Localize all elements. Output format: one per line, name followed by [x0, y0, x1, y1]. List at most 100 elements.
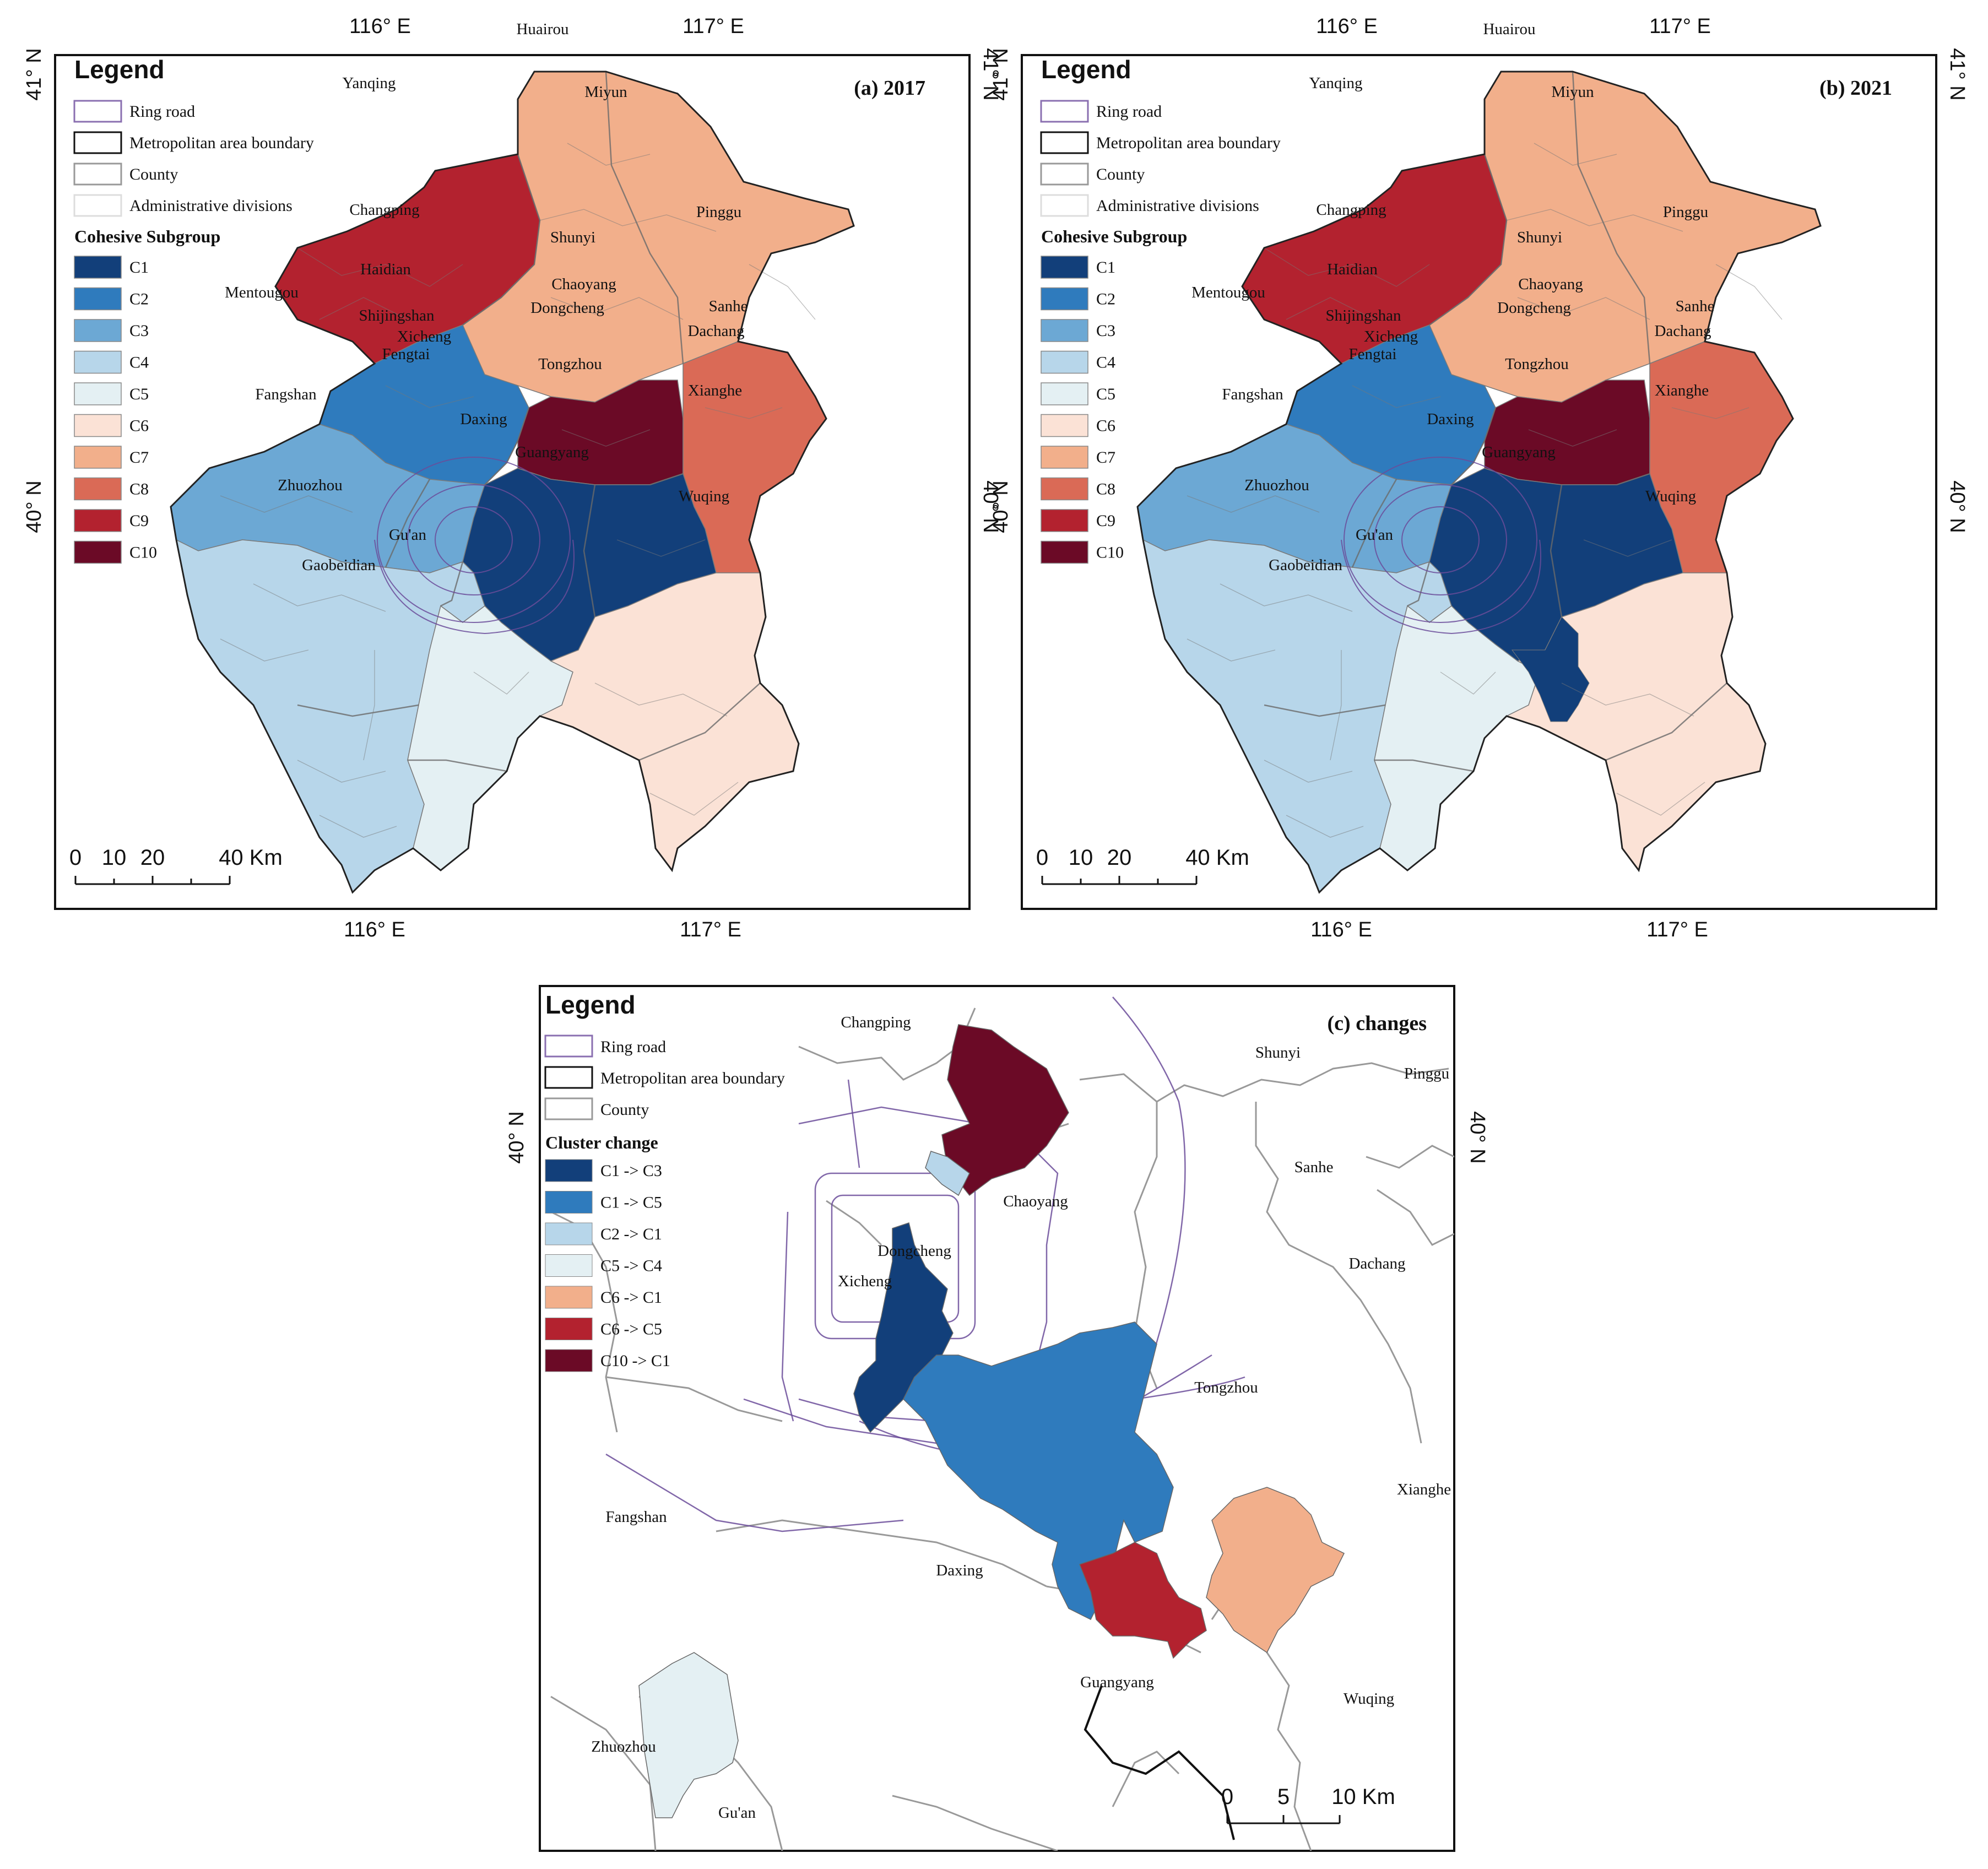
- place-panela-9: Dongcheng: [530, 299, 604, 317]
- place-panela-15: Tongzhou: [538, 355, 602, 373]
- change-c1-c5: [903, 1321, 1174, 1621]
- panel-a-title: (a) 2017: [854, 77, 925, 100]
- scale-c-0: 0: [1221, 1785, 1233, 1809]
- map-b: Huairou Yanqing Miyun Changping Pinggu Shunyi…: [1136, 20, 1822, 894]
- place-panela-18: Daxing: [460, 410, 507, 428]
- legend-item-panelb-1: Metropolitan area boundary: [1096, 134, 1281, 152]
- legend-change-swatch-2: [545, 1222, 593, 1245]
- change-c6-c5: [1079, 1542, 1207, 1659]
- place-panela-12: Sanhe: [709, 297, 748, 315]
- legend-swatch-panela-2: [73, 162, 122, 186]
- legend-class-panelb-C5: C5: [1096, 385, 1115, 403]
- legend-item-panela-2: County: [129, 165, 178, 183]
- place-panelb-17: Xianghe: [1655, 382, 1709, 399]
- place-panela-0: Huairou: [516, 20, 568, 38]
- scale-bar-a: 0 10 20 40 Km: [69, 846, 283, 885]
- legend-change-swatch-5: [545, 1318, 593, 1340]
- place-panelb-3: Changping: [1316, 201, 1386, 219]
- legend-class-panela-C10: C10: [129, 544, 157, 562]
- place-panelb-14: Fengtai: [1349, 345, 1397, 363]
- legend-c: Legend Ring road Metropolitan area bound…: [544, 990, 785, 1372]
- legend-change-swatch-0: [545, 1159, 593, 1182]
- legend-item-panelb-3: Administrative divisions: [1096, 197, 1259, 215]
- map-c: Changping Shunyi Pinggu Sanhe Chaoyang D…: [550, 996, 1454, 1851]
- scale-a-10: 10: [102, 846, 127, 870]
- legend-class-swatch-panelb-C4: [1041, 350, 1088, 374]
- lat-right-c: 40° N: [1466, 1111, 1489, 1163]
- legend-change-6: C10 -> C1: [600, 1352, 670, 1370]
- legend-change-2: C2 -> C1: [600, 1225, 662, 1243]
- legend-swatch-panela-3: [73, 194, 122, 217]
- legend-class-panela-C4: C4: [129, 354, 149, 372]
- place-c-xicheng: Xicheng: [838, 1272, 892, 1290]
- lon-top-1: 116° E: [349, 15, 411, 38]
- legend-change-swatch-6: [545, 1349, 593, 1372]
- scale-b-10: 10: [1069, 846, 1093, 870]
- legend-class-swatch-panelb-C5: [1041, 382, 1088, 405]
- legend-c-ringroad: Ring road: [600, 1038, 666, 1056]
- scale-a-20: 20: [140, 846, 165, 870]
- place-panelb-9: Dongcheng: [1497, 299, 1571, 317]
- legend-c-metro: Metropolitan area boundary: [600, 1069, 785, 1087]
- legend-item-panelb-0: Ring road: [1096, 102, 1162, 121]
- legend-swatch-panelb-3: [1040, 194, 1089, 217]
- legend-swatch-panelb-1: [1040, 131, 1089, 154]
- scale-b-20: 20: [1107, 846, 1132, 870]
- legend-class-swatch-panela-C7: [74, 446, 122, 469]
- place-panela-7: Mentougou: [225, 284, 299, 301]
- lat-left-1: 41° N: [23, 48, 46, 100]
- legend-c-change-title: Cluster change: [545, 1133, 658, 1152]
- legend-class-panelb-C6: C6: [1096, 417, 1115, 435]
- legend-change-swatch-1: [545, 1191, 593, 1214]
- legend-title-panela: Legend: [74, 55, 165, 84]
- lon-top-1-b: 116° E: [1316, 15, 1378, 38]
- place-panela-4: Pinggu: [696, 203, 741, 221]
- legend-subgroup-panela: Cohesive Subgroup: [74, 226, 220, 246]
- legend-class-panela-C9: C9: [129, 512, 149, 530]
- place-c-dongcheng: Dongcheng: [877, 1242, 951, 1260]
- legend-class-swatch-panela-C2: [74, 287, 122, 311]
- legend-c-changes: C1 -> C3 C1 -> C5 C2 -> C1 C5 -> C4 C6 -> C1…: [545, 1159, 670, 1372]
- change-c5-c4: [638, 1652, 739, 1818]
- legend-class-panelb-C1: C1: [1096, 258, 1115, 277]
- place-panela-23: Gaobeidian: [302, 556, 376, 574]
- legend-change-3: C5 -> C4: [600, 1257, 662, 1275]
- lat-right-1-b: 41° N: [1946, 48, 1969, 100]
- place-c-xianghe: Xianghe: [1397, 1481, 1451, 1498]
- place-labels-c: Changping Shunyi Pinggu Sanhe Chaoyang D…: [591, 1014, 1451, 1822]
- lat-right-2-b: 40° N: [1946, 480, 1969, 533]
- place-panelb-2: Miyun: [1551, 83, 1594, 101]
- panel-b: Huairou Yanqing Miyun Changping Pinggu Shunyi…: [989, 15, 1969, 941]
- place-panela-19: Guangyang: [515, 443, 589, 461]
- legend-swatch-panela-1: [73, 131, 122, 154]
- place-panelb-6: Haidian: [1327, 261, 1378, 278]
- legend-class-swatch-panelb-C3: [1041, 319, 1088, 342]
- lon-bottom-1-b: 116° E: [1310, 918, 1372, 941]
- place-panelb-15: Tongzhou: [1505, 355, 1569, 373]
- legend-class-panela-C7: C7: [129, 448, 149, 467]
- scale-bar-b: 0 10 20 40 Km: [1036, 846, 1249, 885]
- place-panelb-1: Yanqing: [1309, 74, 1363, 92]
- place-c-guan: Gu'an: [718, 1804, 756, 1822]
- change-c10-c1: [941, 1024, 1069, 1196]
- place-panelb-12: Sanhe: [1676, 297, 1715, 315]
- place-panelb-16: Fangshan: [1222, 386, 1283, 403]
- legend-a: Legend Ring road Metropolitan area boundar…: [73, 55, 314, 564]
- legend-change-4: C6 -> C1: [600, 1288, 662, 1307]
- legend-swatch-panela-0: [73, 100, 122, 123]
- place-panela-13: Dachang: [687, 322, 744, 340]
- place-panelb-19: Guangyang: [1482, 443, 1556, 461]
- lat-left-c: 40° N: [505, 1111, 528, 1163]
- place-c-chaoyang: Chaoyang: [1003, 1193, 1068, 1210]
- legend-item-panela-3: Administrative divisions: [129, 197, 292, 215]
- legend-class-swatch-panela-C10: [74, 540, 122, 564]
- legend-c-title: Legend: [545, 990, 636, 1019]
- scale-a-0: 0: [69, 846, 82, 870]
- legend-class-panela-C6: C6: [129, 417, 149, 435]
- legend-c-ringroad-swatch: [544, 1034, 593, 1058]
- place-panela-3: Changping: [349, 201, 419, 219]
- legend-item-panela-0: Ring road: [129, 102, 195, 121]
- lon-bottom-2-b: 117° E: [1646, 918, 1708, 941]
- scale-c-10: 10 Km: [1331, 1785, 1395, 1809]
